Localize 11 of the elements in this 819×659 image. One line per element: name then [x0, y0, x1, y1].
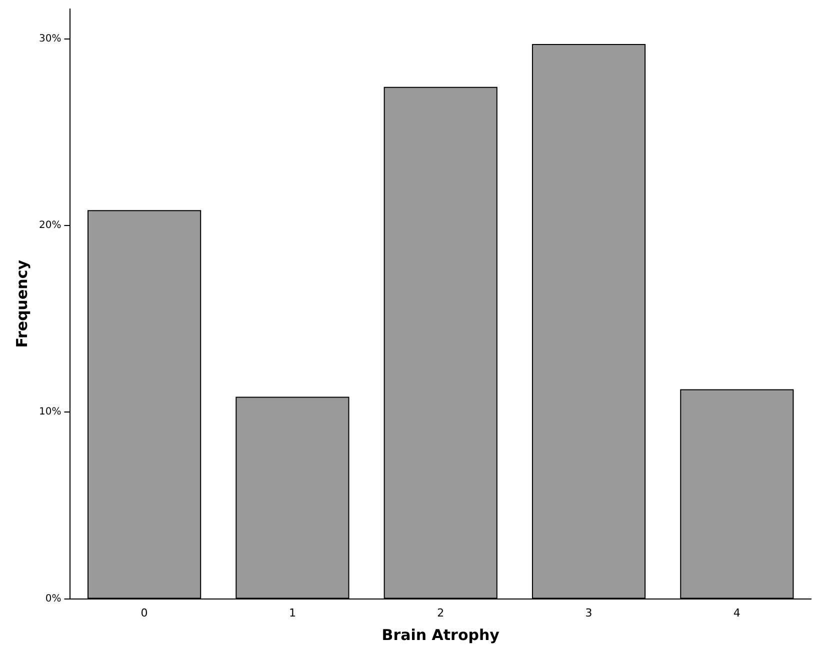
x-axis-title: Brain Atrophy [382, 626, 500, 644]
y-tick-label: 10% [38, 406, 62, 418]
y-tick-label: 0% [45, 593, 62, 604]
x-tick-label: 4 [733, 606, 740, 620]
y-tick-label: 20% [38, 220, 62, 232]
y-tick-label: 30% [38, 33, 62, 44]
x-tick-label: 1 [288, 606, 296, 620]
x-tick-label: 2 [437, 606, 444, 620]
x-tick-label: 3 [585, 606, 592, 620]
y-axis-title: Frequency [12, 260, 31, 348]
x-tick-label: 0 [140, 606, 148, 620]
